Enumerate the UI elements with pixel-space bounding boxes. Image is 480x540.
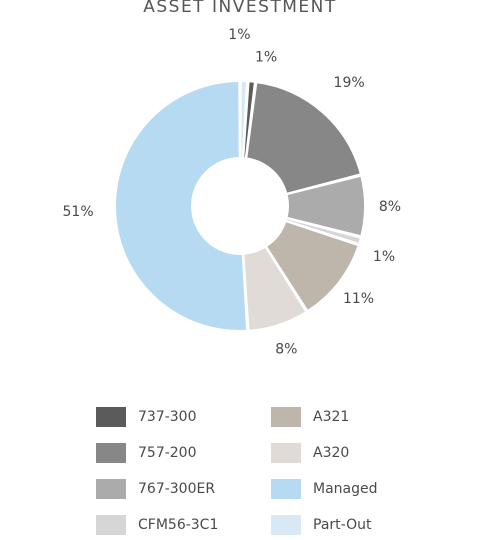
data-label-757-200: 19%: [334, 75, 365, 91]
data-label-767-300er: 8%: [379, 199, 401, 215]
data-label-part-out: 1%: [228, 27, 250, 43]
slice-757-200: [245, 80, 363, 196]
data-label-cfm56-3c1: 1%: [373, 249, 395, 265]
slice-managed: [113, 79, 249, 332]
data-label-737-300: 1%: [255, 50, 277, 66]
slice-a320: [242, 245, 308, 332]
data-label-managed: 51%: [63, 204, 94, 220]
chart-title: ASSET INVESTMENT: [143, 0, 337, 17]
data-label-a321: 11%: [343, 291, 374, 307]
slice-767-300er: [285, 174, 366, 238]
slice-a321: [264, 219, 360, 313]
data-label-a320: 8%: [275, 342, 297, 358]
